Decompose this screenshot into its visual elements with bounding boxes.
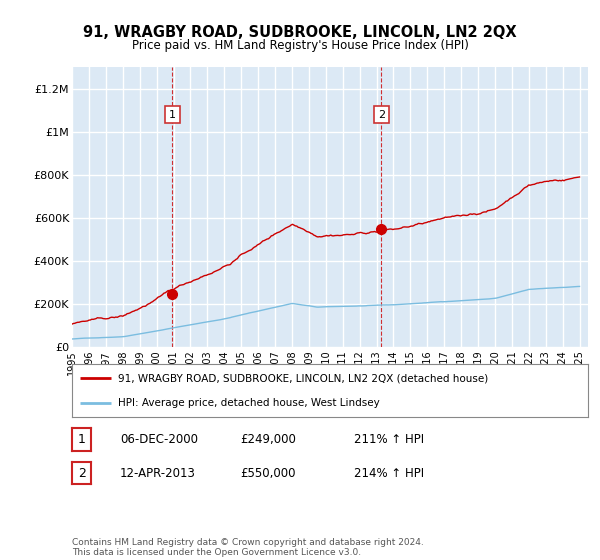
Text: 91, WRAGBY ROAD, SUDBROOKE, LINCOLN, LN2 2QX (detached house): 91, WRAGBY ROAD, SUDBROOKE, LINCOLN, LN2…	[118, 374, 488, 384]
Text: 2: 2	[77, 466, 86, 480]
Text: 12-APR-2013: 12-APR-2013	[120, 466, 196, 480]
Text: 2: 2	[377, 110, 385, 120]
Text: £550,000: £550,000	[240, 466, 296, 480]
Text: 91, WRAGBY ROAD, SUDBROOKE, LINCOLN, LN2 2QX: 91, WRAGBY ROAD, SUDBROOKE, LINCOLN, LN2…	[83, 25, 517, 40]
Text: 06-DEC-2000: 06-DEC-2000	[120, 433, 198, 446]
Text: 211% ↑ HPI: 211% ↑ HPI	[354, 433, 424, 446]
Text: 1: 1	[169, 110, 176, 120]
Text: Contains HM Land Registry data © Crown copyright and database right 2024.
This d: Contains HM Land Registry data © Crown c…	[72, 538, 424, 557]
Text: 214% ↑ HPI: 214% ↑ HPI	[354, 466, 424, 480]
Text: Price paid vs. HM Land Registry's House Price Index (HPI): Price paid vs. HM Land Registry's House …	[131, 39, 469, 52]
Text: HPI: Average price, detached house, West Lindsey: HPI: Average price, detached house, West…	[118, 398, 380, 408]
Text: 1: 1	[77, 433, 86, 446]
Text: £249,000: £249,000	[240, 433, 296, 446]
